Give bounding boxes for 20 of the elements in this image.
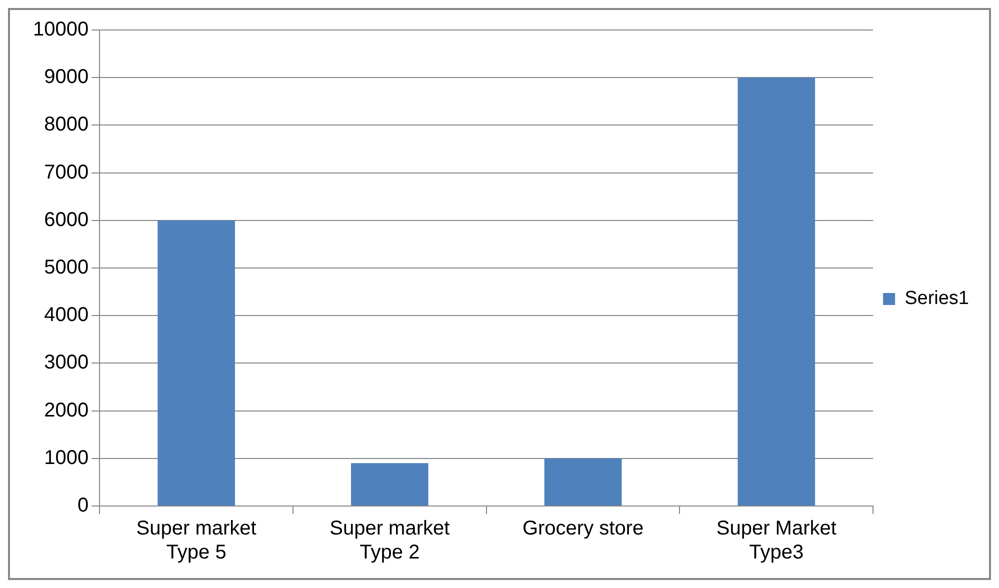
bar: [738, 78, 816, 506]
y-tick-label: 9000: [44, 66, 89, 88]
x-tick-label: Super market Type 2: [330, 518, 450, 564]
x-tick-label: Super Market Type3: [716, 518, 837, 564]
y-tick-label: 10000: [32, 18, 89, 41]
y-tick-label: 7000: [44, 161, 89, 184]
y-tick-label: 8000: [44, 114, 89, 136]
x-tick-label: Super market Type 5: [136, 518, 257, 564]
x-tick-label: Grocery store: [522, 518, 644, 540]
y-tick-label: 3000: [44, 352, 89, 374]
legend-label: Series1: [904, 288, 969, 310]
y-tick-label: 1000: [44, 446, 89, 469]
y-tick-label: 2000: [44, 399, 89, 422]
y-tick-label: 5000: [44, 256, 89, 279]
y-tick-label: 4000: [44, 304, 89, 326]
y-tick-label: 0: [77, 494, 89, 517]
bar: [158, 220, 235, 506]
bar: [544, 458, 622, 506]
bar: [350, 463, 428, 506]
y-tick-label: 6000: [44, 208, 89, 231]
